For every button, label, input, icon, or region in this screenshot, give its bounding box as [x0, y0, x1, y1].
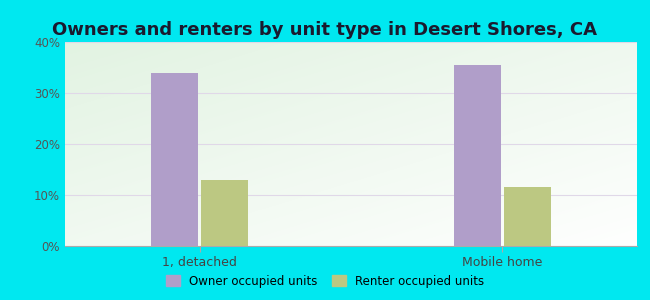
Text: Owners and renters by unit type in Desert Shores, CA: Owners and renters by unit type in Deser… — [53, 21, 597, 39]
Bar — [202, 180, 248, 246]
Bar — [151, 73, 198, 246]
Bar — [454, 65, 500, 246]
Legend: Owner occupied units, Renter occupied units: Owner occupied units, Renter occupied un… — [162, 271, 488, 291]
Bar — [504, 187, 551, 246]
